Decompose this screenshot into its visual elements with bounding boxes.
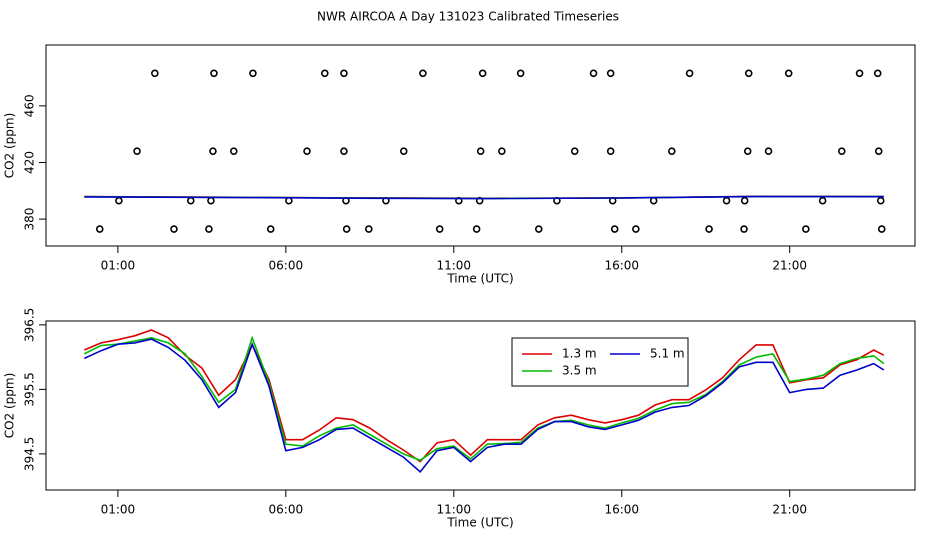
point [668,147,676,155]
point [435,225,444,233]
x-tick-label: 01:00 [101,503,136,517]
series-line [83,335,885,462]
y-tick-label: 394.5 [23,437,37,471]
point [229,147,238,155]
y-axis-label: CO2 (ppm) [3,113,17,179]
point [419,69,427,78]
y-tick-label: 396.5 [23,308,37,342]
y-tick-label: 420 [23,151,37,174]
point [877,225,886,233]
point [764,147,773,155]
point [209,147,217,155]
point [874,147,883,155]
point [534,225,543,233]
series-line [83,338,885,474]
point [303,147,311,155]
x-tick-label: 16:00 [604,259,639,273]
point [170,225,178,233]
x-tick-label: 06:00 [269,259,304,273]
point [399,147,408,155]
plot-frame [45,320,916,491]
point [855,69,864,78]
point [249,69,257,78]
point [516,69,525,78]
point [365,225,373,233]
legend-label: 3.5 m [562,364,597,378]
x-axis-label: Time (UTC) [446,272,513,286]
y-axis-label: CO2 (ppm) [3,373,17,439]
legend-box [511,337,689,387]
point [685,69,694,78]
legend-label: 5.1 m [650,347,685,361]
x-axis-label: Time (UTC) [446,516,513,530]
series-line [84,195,884,200]
point [151,69,159,78]
y-tick-label: 395.5 [23,372,37,406]
point [705,225,713,233]
x-tick-label: 11:00 [436,503,471,517]
point [340,69,348,78]
series-line [83,329,885,463]
point [606,147,615,155]
point [589,69,598,78]
point [744,69,753,78]
y-tick-label: 380 [23,208,37,231]
point [476,147,485,155]
point [876,196,885,205]
point [321,69,329,78]
point [610,225,619,233]
point [743,147,752,155]
point [498,147,506,155]
point [740,225,748,233]
point [205,225,213,233]
chart-title: NWR AIRCOA A Day 131023 Calibrated Times… [317,10,619,24]
point [873,69,882,78]
point [632,225,640,233]
point [472,225,481,233]
x-tick-label: 06:00 [269,503,304,517]
legend-label: 1.3 m [562,347,597,361]
x-tick-label: 21:00 [772,259,807,273]
point [133,147,141,155]
point [340,147,348,155]
point [784,69,793,78]
x-tick-label: 01:00 [101,259,136,273]
x-tick-label: 21:00 [772,503,807,517]
y-tick-label: 460 [23,94,37,117]
point [802,225,810,233]
point [837,147,846,155]
plot-frame [45,44,916,247]
point [478,69,487,78]
x-tick-label: 11:00 [436,259,471,273]
point [740,196,749,205]
point [266,225,275,233]
point [342,225,351,233]
point [95,225,104,233]
point [606,69,615,78]
x-tick-label: 16:00 [604,503,639,517]
point [210,69,218,78]
point [570,147,579,155]
point [818,196,827,205]
